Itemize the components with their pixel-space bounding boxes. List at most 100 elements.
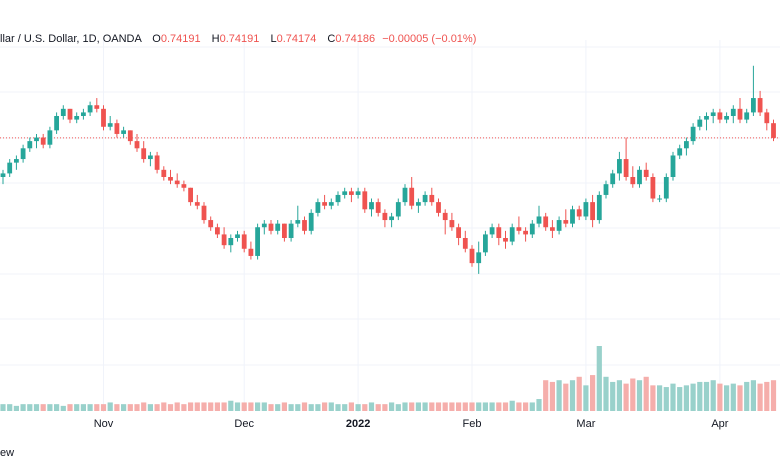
high-value: 0.74191 <box>219 33 260 45</box>
candle-body <box>523 230 528 235</box>
candle-body <box>717 112 723 120</box>
candle-body <box>529 223 535 235</box>
volume-bar <box>27 404 33 411</box>
candle-body <box>54 116 59 131</box>
volume-bar <box>114 404 120 411</box>
x-axis-labels: Nov Dec 2022 Feb Mar Apr <box>94 418 729 430</box>
close-label: C <box>327 33 336 45</box>
symbol-title: llar / U.S. Dollar, 1D, OANDA <box>0 33 142 45</box>
volume-bars <box>0 346 777 411</box>
volume-bar <box>395 404 401 411</box>
candle-body <box>603 184 609 195</box>
volume-bar <box>757 383 763 411</box>
candle-body <box>261 223 267 228</box>
open-label: O <box>152 33 161 45</box>
candle-body <box>771 123 776 138</box>
candle-body <box>657 198 662 200</box>
volume-bar <box>724 385 730 411</box>
volume-bar <box>147 404 153 411</box>
candle-body <box>27 141 33 149</box>
candle-body <box>429 194 435 203</box>
candle-body <box>141 148 147 160</box>
volume-bar <box>442 402 448 411</box>
volume-bar <box>322 402 328 411</box>
candle-body <box>47 130 53 145</box>
open-value: 0.74191 <box>160 33 201 45</box>
volume-bar <box>496 402 502 411</box>
volume-bar <box>489 402 495 411</box>
candle-body <box>503 238 508 242</box>
candle-body <box>462 238 468 249</box>
candle-body <box>74 116 80 120</box>
candle-body <box>275 223 281 231</box>
candle-body <box>389 216 394 221</box>
volume-bar <box>261 402 267 411</box>
volume-bar <box>33 404 40 411</box>
candle-body <box>650 177 656 199</box>
candle-body <box>349 191 354 195</box>
volume-bar <box>730 383 736 411</box>
candle-body <box>630 177 636 185</box>
volume-bar <box>422 402 428 411</box>
volume-bar <box>154 404 160 411</box>
candle-body <box>422 194 428 203</box>
candle-body <box>409 187 415 206</box>
volume-bar <box>744 381 750 411</box>
volume-bar <box>54 404 60 411</box>
volume-bar <box>569 380 576 411</box>
volume-bar <box>342 404 348 411</box>
candle-body <box>235 234 240 238</box>
candle-body <box>623 159 629 177</box>
volume-bar <box>516 402 522 411</box>
candle-body <box>710 112 716 116</box>
volume-bar <box>563 383 569 411</box>
candlesticks <box>0 65 776 274</box>
close-value: 0.74186 <box>335 33 376 45</box>
volume-bar <box>596 346 602 411</box>
volume-bar <box>60 405 66 411</box>
candle-body <box>764 112 770 124</box>
volume-bar <box>690 383 696 411</box>
candle-body <box>315 202 321 213</box>
volume-bar <box>40 404 46 411</box>
candle-body <box>670 155 676 177</box>
x-tick-label: Feb <box>463 418 482 430</box>
candle-body <box>335 194 341 203</box>
candle-body <box>724 116 729 120</box>
candle-body <box>395 202 401 217</box>
candle-body <box>355 191 361 195</box>
volume-bar <box>750 380 756 411</box>
candle-body <box>550 227 555 231</box>
volume-bar <box>80 404 86 411</box>
volume-bar <box>121 404 127 411</box>
volume-bar <box>764 381 770 411</box>
volume-bar <box>335 404 341 411</box>
volume-bar <box>328 402 334 411</box>
candle-body <box>576 209 582 217</box>
candle-body <box>121 130 126 134</box>
symbol-legend: llar / U.S. Dollar, 1D, OANDA O0.74191 H… <box>0 33 476 45</box>
candle-body <box>215 227 220 235</box>
candle-body <box>248 248 254 256</box>
volume-bar <box>382 404 388 411</box>
volume-bar <box>255 402 261 411</box>
candle-body <box>637 169 642 185</box>
candle-body <box>107 123 113 127</box>
volume-bar <box>429 402 435 411</box>
candle-body <box>590 202 595 221</box>
candle-body <box>456 227 461 238</box>
candle-body <box>684 141 689 149</box>
candle-body <box>322 202 327 206</box>
volume-bar <box>616 380 622 411</box>
candle-body <box>87 105 93 113</box>
candle-body <box>476 252 482 264</box>
candle-body <box>744 112 750 120</box>
volume-bar <box>462 402 468 411</box>
low-value: 0.74174 <box>276 33 317 45</box>
candle-body <box>194 202 200 206</box>
volume-bar <box>248 402 254 411</box>
volume-bar <box>134 404 140 411</box>
candle-body <box>483 234 488 253</box>
volume-bar <box>107 402 113 411</box>
